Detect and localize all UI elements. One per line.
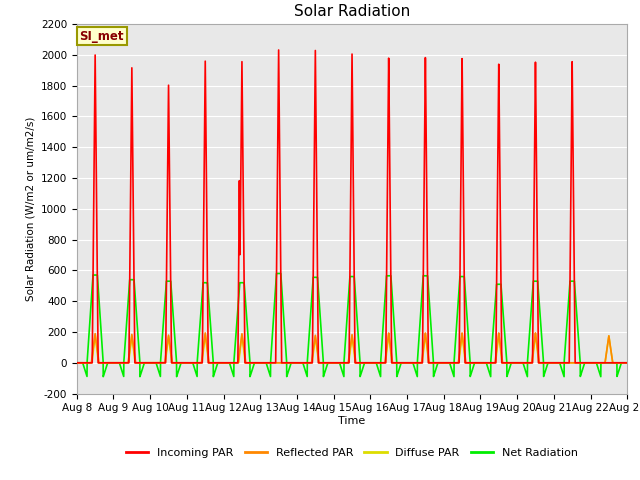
Y-axis label: Solar Radiation (W/m2 or um/m2/s): Solar Radiation (W/m2 or um/m2/s) [25, 117, 35, 301]
Legend: Incoming PAR, Reflected PAR, Diffuse PAR, Net Radiation: Incoming PAR, Reflected PAR, Diffuse PAR… [122, 443, 582, 462]
Title: Solar Radiation: Solar Radiation [294, 4, 410, 19]
X-axis label: Time: Time [339, 416, 365, 426]
Text: SI_met: SI_met [79, 30, 124, 43]
